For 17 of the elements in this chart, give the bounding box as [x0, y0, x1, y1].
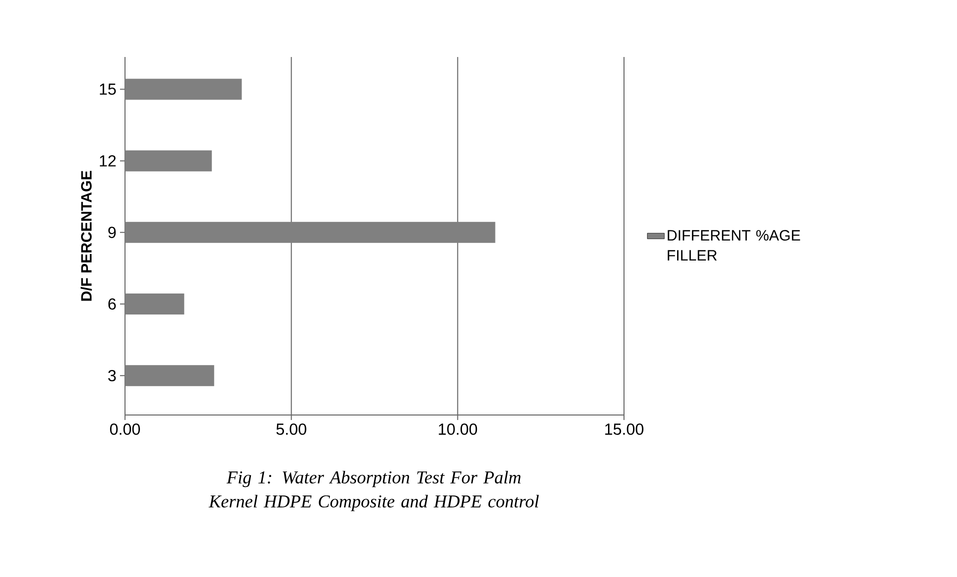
bar [125, 78, 242, 100]
y-tick-label: 9 [108, 226, 116, 238]
bar [125, 150, 212, 172]
x-tick-label: 5.00 [276, 424, 306, 435]
text: Fig 1: Water Absorption Test For Palm Kernel HDPE Composite and HDPE control [208, 470, 539, 512]
y-tick-label: 12 [100, 155, 116, 166]
x-tick-label: 15.00 [605, 424, 644, 435]
x-tick-label: 10.00 [438, 424, 478, 435]
y-tick-label: 15 [100, 84, 116, 95]
y-tick-label: 3 [108, 370, 116, 382]
x-tick-label: 0.00 [110, 424, 140, 435]
bar [125, 222, 496, 243]
y-tick-label: 6 [108, 298, 116, 310]
bar [125, 294, 184, 315]
bar [125, 365, 214, 386]
y-axis-title: D/F PERCENTAGE [80, 170, 92, 301]
legend-label: DIFFERENT %AGE FILLER [668, 230, 800, 260]
